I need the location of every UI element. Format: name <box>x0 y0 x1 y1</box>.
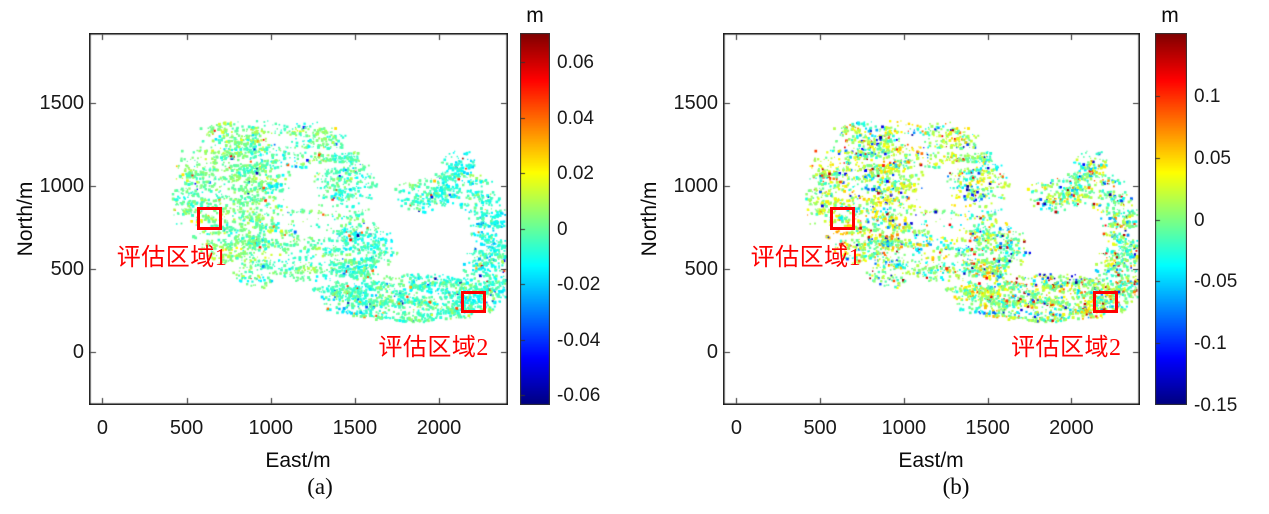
colorbar-tick-label: -0.06 <box>557 385 601 407</box>
scatter-map-b <box>723 33 1140 405</box>
colorbar-tick-label: 0.02 <box>557 163 594 185</box>
colorbar-tick-label: 0 <box>1194 209 1205 231</box>
evaluation-area-2-label: 评估区域2 <box>378 334 489 361</box>
x-tick-label: 500 <box>803 417 837 439</box>
y-tick-label: 1000 <box>39 174 85 197</box>
caption-b: (b) <box>942 474 970 499</box>
x-tick-label: 1000 <box>881 417 927 439</box>
evaluation-area-2-box <box>460 291 487 313</box>
x-tick-label: 1500 <box>965 417 1010 439</box>
evaluation-area-1-box <box>830 206 856 230</box>
colorbar-b <box>1155 33 1187 405</box>
evaluation-area-2-box <box>1093 291 1119 313</box>
y-tick-label: 1500 <box>673 91 719 114</box>
colorbar-tick-label: -0.05 <box>1194 271 1238 293</box>
colorbar-a <box>520 33 550 405</box>
x-tick-label: 2000 <box>416 417 462 439</box>
colorbar-title-a: m <box>526 4 544 27</box>
colorbar-tick-label: -0.02 <box>557 274 601 296</box>
colorbar-tick-label: -0.15 <box>1194 395 1238 416</box>
evaluation-area-1-box <box>196 206 222 230</box>
y-tick-label: 500 <box>684 257 718 280</box>
x-tick-label: 0 <box>96 417 109 439</box>
x-tick-label: 500 <box>169 417 204 439</box>
x-tick-label: 1000 <box>248 417 293 439</box>
y-tick-label: 0 <box>72 340 84 363</box>
y-tick-label: 0 <box>706 340 718 363</box>
x-tick-label: 0 <box>730 417 742 439</box>
x-tick-label: 1500 <box>332 417 378 439</box>
colorbar-tick-label: 0.05 <box>1194 147 1231 169</box>
colorbar-tick-label: 0 <box>557 218 568 240</box>
colorbar-title-b: m <box>1161 4 1179 27</box>
evaluation-area-2-label: 评估区域2 <box>1011 334 1122 361</box>
x-tick-label: 2000 <box>1049 417 1094 439</box>
y-tick-label: 500 <box>50 257 84 280</box>
colorbar-tick-label: -0.1 <box>1194 333 1227 355</box>
colorbar-tick-label: -0.04 <box>557 329 601 351</box>
y-tick-label: 1000 <box>673 174 719 197</box>
caption-a: (a) <box>307 474 333 499</box>
x-axis-label-a: East/m <box>265 449 331 472</box>
colorbar-tick-label: 0.04 <box>557 107 594 129</box>
colorbar-tick-label: 0.06 <box>557 52 594 74</box>
evaluation-area-1-label: 评估区域1 <box>116 245 228 272</box>
scatter-map-a <box>89 33 508 405</box>
evaluation-area-1-label: 评估区域1 <box>750 245 862 272</box>
y-tick-label: 1500 <box>39 91 85 114</box>
x-axis-label-b: East/m <box>898 449 964 472</box>
colorbar-tick-label: 0.1 <box>1194 86 1221 108</box>
